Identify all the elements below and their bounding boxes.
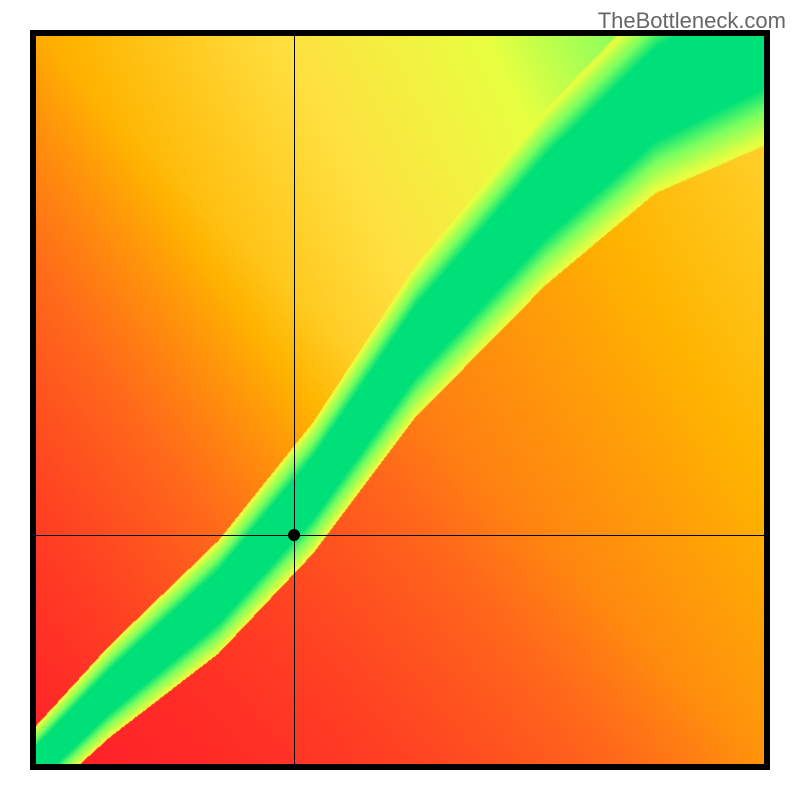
plot-area (30, 30, 770, 770)
chart-container: TheBottleneck.com (0, 0, 800, 800)
crosshair-horizontal (36, 535, 764, 536)
heatmap-canvas (36, 36, 764, 764)
crosshair-vertical (294, 36, 295, 764)
watermark-text: TheBottleneck.com (598, 8, 786, 34)
marker-dot (288, 529, 300, 541)
